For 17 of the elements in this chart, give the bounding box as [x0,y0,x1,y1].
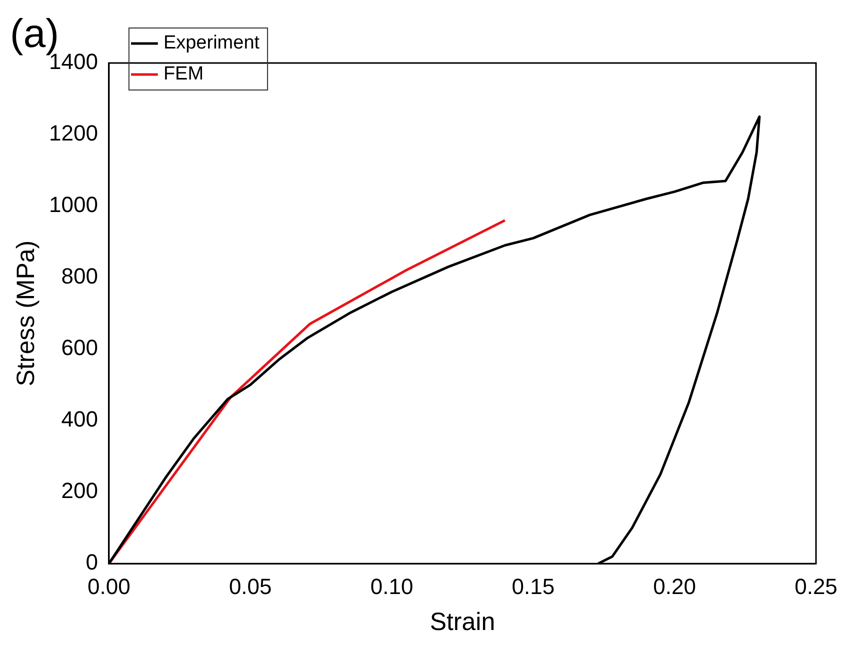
y-tick-label: 800 [61,264,98,289]
legend-label: Experiment [163,32,260,54]
y-tick-label: 400 [61,406,98,432]
x-tick-label: 0.10 [370,574,414,599]
x-axis-title: Strain [430,608,496,636]
y-tick-label: 1200 [48,120,98,146]
x-tick-label: 0.05 [228,574,272,599]
y-tick-label: 200 [61,478,98,504]
y-tick-label: 0 [86,550,98,575]
x-tick-label: 0.25 [794,574,838,599]
y-tick-label: 600 [61,335,98,360]
x-tick-label: 0.20 [653,574,696,599]
y-axis-title: Stress (MPa) [12,240,40,386]
legend-label: FEM [163,64,204,85]
x-tick-label: 0.15 [512,574,555,599]
x-tick-label: 0.00 [88,574,130,599]
y-tick-label: 1000 [48,192,98,218]
